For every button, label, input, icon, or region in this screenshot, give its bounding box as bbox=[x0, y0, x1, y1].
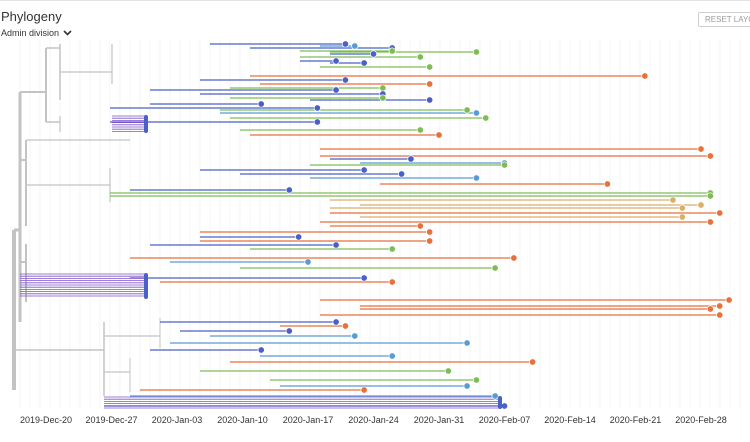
cluster-tip[interactable] bbox=[144, 115, 148, 133]
tip-circle[interactable] bbox=[341, 40, 349, 48]
tip-circle[interactable] bbox=[285, 186, 293, 194]
tip-circle[interactable] bbox=[332, 318, 340, 326]
tip-circle[interactable] bbox=[304, 258, 312, 266]
tip-circle[interactable] bbox=[388, 278, 396, 286]
axis-tick-label: 2019-Dec-27 bbox=[85, 415, 137, 425]
tip-circle[interactable] bbox=[341, 76, 349, 84]
tip-circle[interactable] bbox=[360, 274, 368, 282]
tip-circle[interactable] bbox=[332, 86, 340, 94]
tip-circle[interactable] bbox=[472, 109, 480, 117]
tip-circle[interactable] bbox=[426, 237, 434, 245]
tip-circle[interactable] bbox=[341, 322, 349, 330]
tip-circle[interactable] bbox=[285, 327, 293, 335]
tip-circle[interactable] bbox=[398, 170, 406, 178]
tip-circle[interactable] bbox=[641, 72, 649, 80]
tree-tips bbox=[144, 40, 733, 410]
tip-circle[interactable] bbox=[379, 84, 387, 92]
tip-circle[interactable] bbox=[463, 382, 471, 390]
tree-stems bbox=[12, 44, 161, 396]
tip-circle[interactable] bbox=[332, 241, 340, 249]
axis-tick-label: 2020-Jan-24 bbox=[348, 415, 399, 425]
tip-circle[interactable] bbox=[669, 196, 677, 204]
chevron-down-icon bbox=[63, 30, 72, 36]
tip-circle[interactable] bbox=[725, 296, 733, 304]
tip-circle[interactable] bbox=[407, 155, 415, 163]
tip-circle[interactable] bbox=[379, 94, 387, 102]
panel-title: Phylogeny bbox=[1, 9, 62, 24]
axis-tick-label: 2020-Jan-17 bbox=[283, 415, 334, 425]
tip-circle[interactable] bbox=[426, 63, 434, 71]
axis-tick-label: 2020-Feb-07 bbox=[479, 415, 531, 425]
tip-circle[interactable] bbox=[313, 118, 321, 126]
axis-tick-label: 2019-Dec-20 bbox=[20, 415, 72, 425]
tip-circle[interactable] bbox=[697, 145, 705, 153]
tip-circle[interactable] bbox=[463, 339, 471, 347]
tip-circle[interactable] bbox=[491, 264, 499, 272]
tip-circle[interactable] bbox=[472, 48, 480, 56]
tip-circle[interactable] bbox=[463, 106, 471, 114]
tip-circle[interactable] bbox=[313, 104, 321, 112]
tip-circle[interactable] bbox=[388, 352, 396, 360]
tip-circle[interactable] bbox=[426, 80, 434, 88]
tip-circle[interactable] bbox=[257, 346, 265, 354]
tip-circle[interactable] bbox=[500, 161, 509, 169]
tip-circle[interactable] bbox=[388, 47, 396, 55]
tip-circle[interactable] bbox=[706, 218, 714, 226]
cluster-tip[interactable] bbox=[498, 396, 502, 409]
tip-circle[interactable] bbox=[360, 386, 368, 394]
tip-circle[interactable] bbox=[529, 358, 537, 366]
tip-circle[interactable] bbox=[416, 222, 424, 230]
tip-circle[interactable] bbox=[472, 174, 480, 182]
cluster-tip[interactable] bbox=[144, 273, 148, 299]
time-axis: 2019-Dec-20 2019-Dec-27 2020-Jan-03 2020-Ja… bbox=[20, 415, 727, 425]
top-divider bbox=[0, 0, 750, 1]
tip-circle[interactable] bbox=[678, 213, 686, 221]
tip-circle[interactable] bbox=[706, 305, 714, 313]
tip-circle[interactable] bbox=[257, 100, 265, 108]
tip-circle[interactable] bbox=[510, 254, 518, 262]
tip-circle[interactable] bbox=[706, 152, 714, 160]
color-by-label: Admin division bbox=[1, 28, 60, 38]
tree-branches bbox=[20, 43, 730, 409]
tip-circle[interactable] bbox=[716, 209, 724, 217]
tip-circle[interactable] bbox=[351, 332, 359, 340]
tip-circle[interactable] bbox=[500, 402, 509, 410]
axis-tick-label: 2020-Jan-10 bbox=[217, 415, 268, 425]
tip-circle[interactable] bbox=[444, 367, 452, 375]
tip-circle[interactable] bbox=[360, 59, 368, 67]
tip-circle[interactable] bbox=[416, 126, 424, 134]
color-by-dropdown[interactable]: Admin division bbox=[1, 28, 72, 38]
tip-circle[interactable] bbox=[472, 376, 480, 384]
tip-circle[interactable] bbox=[678, 204, 686, 212]
axis-tick-label: 2020-Feb-21 bbox=[610, 415, 662, 425]
tip-circle[interactable] bbox=[491, 392, 499, 400]
tip-circle[interactable] bbox=[716, 311, 724, 319]
tip-circle[interactable] bbox=[697, 201, 705, 209]
tip-circle[interactable] bbox=[435, 131, 443, 139]
tip-circle[interactable] bbox=[603, 180, 611, 188]
tip-circle[interactable] bbox=[351, 42, 359, 50]
tip-circle[interactable] bbox=[426, 228, 434, 236]
tip-circle[interactable] bbox=[295, 233, 303, 241]
tip-circle[interactable] bbox=[388, 245, 396, 253]
reset-layout-button[interactable]: RESET LAYOUT bbox=[698, 12, 750, 27]
tip-circle[interactable] bbox=[332, 57, 340, 65]
tip-circle[interactable] bbox=[416, 53, 424, 61]
axis-tick-label: 2020-Jan-31 bbox=[414, 415, 465, 425]
tip-circle[interactable] bbox=[369, 50, 378, 58]
axis-tick-label: 2020-Feb-14 bbox=[544, 415, 596, 425]
tip-circle[interactable] bbox=[482, 114, 490, 122]
tip-circle[interactable] bbox=[426, 96, 434, 104]
tip-circle[interactable] bbox=[360, 166, 368, 174]
tip-circle[interactable] bbox=[716, 302, 724, 310]
axis-tick-label: 2020-Jan-03 bbox=[152, 415, 203, 425]
tip-circle[interactable] bbox=[706, 192, 714, 200]
axis-tick-label: 2020-Feb-28 bbox=[675, 415, 727, 425]
